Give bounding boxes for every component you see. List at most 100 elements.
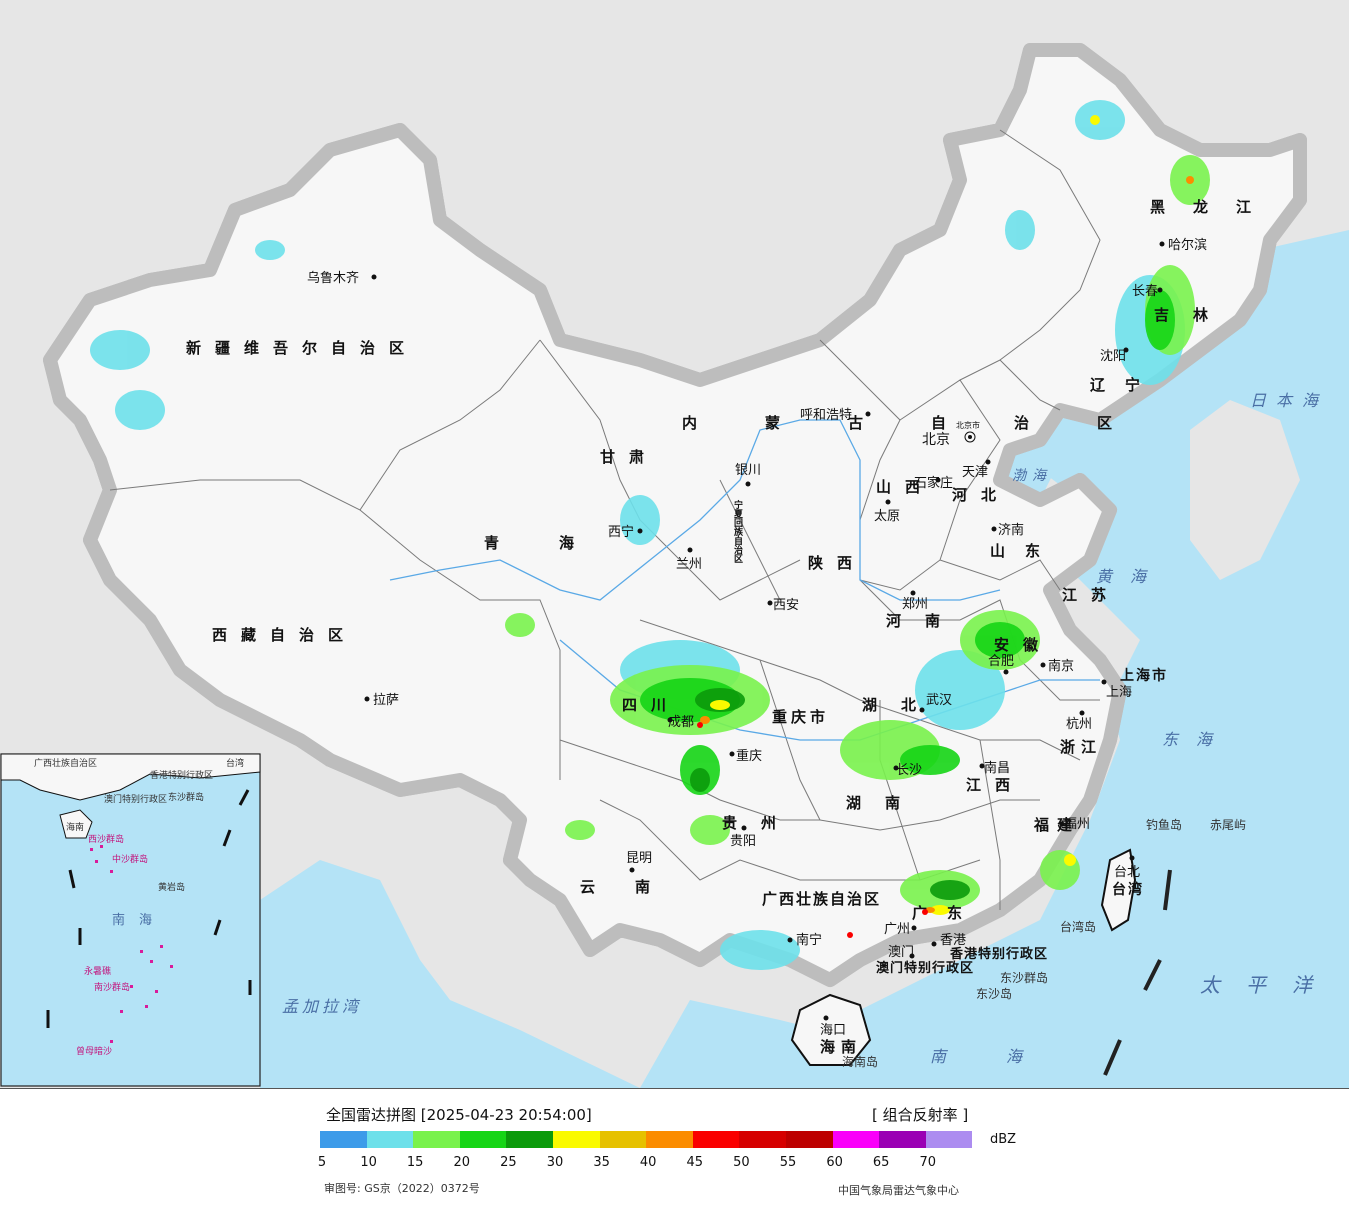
- label-pacific: 太平洋: [1200, 973, 1338, 997]
- inset-huangyan: 黄岩岛: [158, 881, 185, 893]
- label-diaoyu: 钓鱼岛: [1146, 817, 1182, 832]
- label-south-china-sea: 南海: [930, 1047, 1082, 1066]
- legend-tick-label: 65: [872, 1155, 890, 1170]
- label-bay-of-bengal: 孟加拉湾: [282, 997, 362, 1016]
- legend-swatch: [459, 1131, 507, 1148]
- city-wuhan: 武汉: [926, 693, 952, 708]
- legend-tick-label: 10: [360, 1155, 377, 1170]
- label-hongkong-sar: 香港特别行政区: [949, 946, 1048, 962]
- label-bohai: 渤海: [1012, 468, 1052, 484]
- legend-tick-label: 50: [733, 1155, 750, 1170]
- label-heilongjiang: 黑龙江: [1150, 198, 1279, 216]
- label-yellow-sea: 黄海: [1096, 567, 1164, 586]
- label-taiwan-island: 台湾岛: [1060, 919, 1096, 934]
- bay-of-bengal: [260, 860, 640, 1088]
- province-labels: 新疆维吾尔自治区 西藏自治区 青海 甘肃 内蒙古自治区 黑龙江 吉林 辽宁 河北…: [186, 198, 1279, 1056]
- city-hefei: 合肥: [988, 654, 1014, 669]
- inset-hainan: 海南: [66, 821, 84, 833]
- label-chongqing: 重庆市: [772, 708, 829, 726]
- label-gansu: 甘肃: [600, 448, 658, 466]
- city-labels: 乌鲁木齐 拉萨 西宁 兰州 银川 呼和浩特 北京 北京市 天津 石家庄 太原 济…: [307, 237, 1207, 1038]
- city-urumqi: 乌鲁木齐: [307, 270, 359, 286]
- legend-swatch: [366, 1131, 414, 1148]
- label-liaoning: 辽宁: [1090, 376, 1160, 394]
- legend-tick-label: 20: [453, 1155, 471, 1170]
- label-hubei: 湖北: [862, 696, 940, 714]
- label-guangdong: 广东: [912, 904, 982, 922]
- city-lanzhou: 兰州: [676, 557, 702, 572]
- inset-zengmu: 曾母暗沙: [76, 1045, 112, 1057]
- city-hangzhou: 杭州: [1066, 717, 1092, 732]
- city-shenyang: 沈阳: [1100, 349, 1126, 364]
- label-qinghai: 青海: [484, 534, 634, 552]
- city-chongqing: 重庆: [736, 748, 762, 764]
- label-yunnan: 云南: [580, 878, 690, 896]
- korea-japan-land: [1190, 400, 1300, 580]
- legend-swatch: [832, 1131, 880, 1148]
- radar-echoes: [90, 100, 1210, 970]
- label-jiangxi: 江西: [966, 776, 1024, 794]
- label-sichuan: 四川: [622, 696, 680, 714]
- city-xian: 西安: [773, 598, 799, 613]
- city-fuzhou: 福州: [1064, 817, 1090, 832]
- legend-swatch: [413, 1131, 460, 1148]
- city-zhengzhou: 郑州: [902, 597, 928, 612]
- taiwan-island: [1100, 848, 1137, 932]
- inset-xisha: 西沙群岛: [88, 833, 124, 845]
- label-hainan: 海南: [820, 1038, 862, 1056]
- city-hongkong: 香港: [940, 933, 966, 948]
- label-zhejiang: 浙江: [1060, 738, 1102, 756]
- legend-tick-label: 55: [779, 1155, 797, 1170]
- city-lhasa: 拉萨: [373, 693, 399, 708]
- inset-yongshu: 永暑礁: [84, 965, 111, 977]
- radar-map[interactable]: 新疆维吾尔自治区 西藏自治区 青海 甘肃 内蒙古自治区 黑龙江 吉林 辽宁 河北…: [0, 0, 1349, 1089]
- legend-tick-label: 30: [546, 1155, 564, 1170]
- radar-map-canvas: 新疆维吾尔自治区 西藏自治区 青海 甘肃 内蒙古自治区 黑龙江 吉林 辽宁 河北…: [0, 0, 1349, 1088]
- legend-swatch: [692, 1131, 740, 1148]
- legend-tick-label: 35: [593, 1155, 610, 1170]
- label-hunan: 湖南: [846, 794, 924, 812]
- legend-product: [ 组合反射率 ]: [872, 1106, 969, 1124]
- label-dongsha-island: 东沙岛: [976, 986, 1012, 1001]
- city-chengdu: 成都: [668, 715, 694, 730]
- city-nanjing: 南京: [1048, 658, 1074, 674]
- inset-zhongsha: 中沙群岛: [112, 853, 148, 865]
- label-jilin: 吉林: [1154, 306, 1232, 324]
- label-sea-of-japan: 日本海: [1250, 391, 1328, 410]
- label-hebei: 河北: [952, 486, 1010, 504]
- sea-labels: 日本海 渤海 黄海 东海 太平洋 南海 孟加拉湾: [282, 391, 1338, 1066]
- legend-swatch: [739, 1131, 786, 1148]
- city-guiyang: 贵阳: [730, 834, 756, 849]
- legend-swatch: [320, 1131, 367, 1148]
- label-xizang: 西藏自治区: [212, 626, 357, 644]
- city-haikou: 海口: [820, 1023, 846, 1038]
- inset-hongkong: 香港特别行政区: [150, 769, 213, 781]
- label-fujian: 福建: [1033, 816, 1080, 834]
- legend-tick-label: 25: [500, 1155, 517, 1170]
- label-macau-sar: 澳门特别行政区: [876, 960, 974, 976]
- inset-south-china-sea: 南海: [112, 912, 166, 928]
- city-guangzhou: 广州: [884, 922, 910, 937]
- legend-title: 全国雷达拼图 [2025-04-23 20:54:00]: [326, 1106, 592, 1124]
- city-harbin: 哈尔滨: [1168, 237, 1207, 253]
- legend-swatch: [552, 1131, 600, 1148]
- city-xining: 西宁: [608, 524, 634, 540]
- legend-unit: dBZ: [990, 1132, 1017, 1147]
- legend-swatch: [785, 1131, 833, 1148]
- city-taipei: 台北: [1114, 865, 1140, 880]
- pacific-ocean: [640, 240, 1349, 1088]
- legend-swatch: [646, 1131, 693, 1148]
- label-jiangsu: 江苏: [1062, 586, 1120, 604]
- legend-tick-label: 15: [406, 1155, 424, 1170]
- label-guizhou: 贵州: [722, 814, 800, 832]
- label-neimenggu: 内蒙古自治区: [682, 414, 1180, 432]
- legend-swatch: [879, 1131, 926, 1148]
- label-xinjiang: 新疆维吾尔自治区: [186, 339, 418, 357]
- nine-dash-line: [1103, 869, 1172, 1076]
- inset-macau: 澳门特别行政区: [104, 793, 167, 805]
- city-changsha: 长沙: [896, 763, 922, 778]
- legend-tick-label: 60: [826, 1155, 843, 1170]
- label-anhui: 安徽: [994, 636, 1052, 654]
- label-guangxi: 广西壮族自治区: [762, 890, 881, 908]
- city-jinan: 济南: [998, 522, 1024, 538]
